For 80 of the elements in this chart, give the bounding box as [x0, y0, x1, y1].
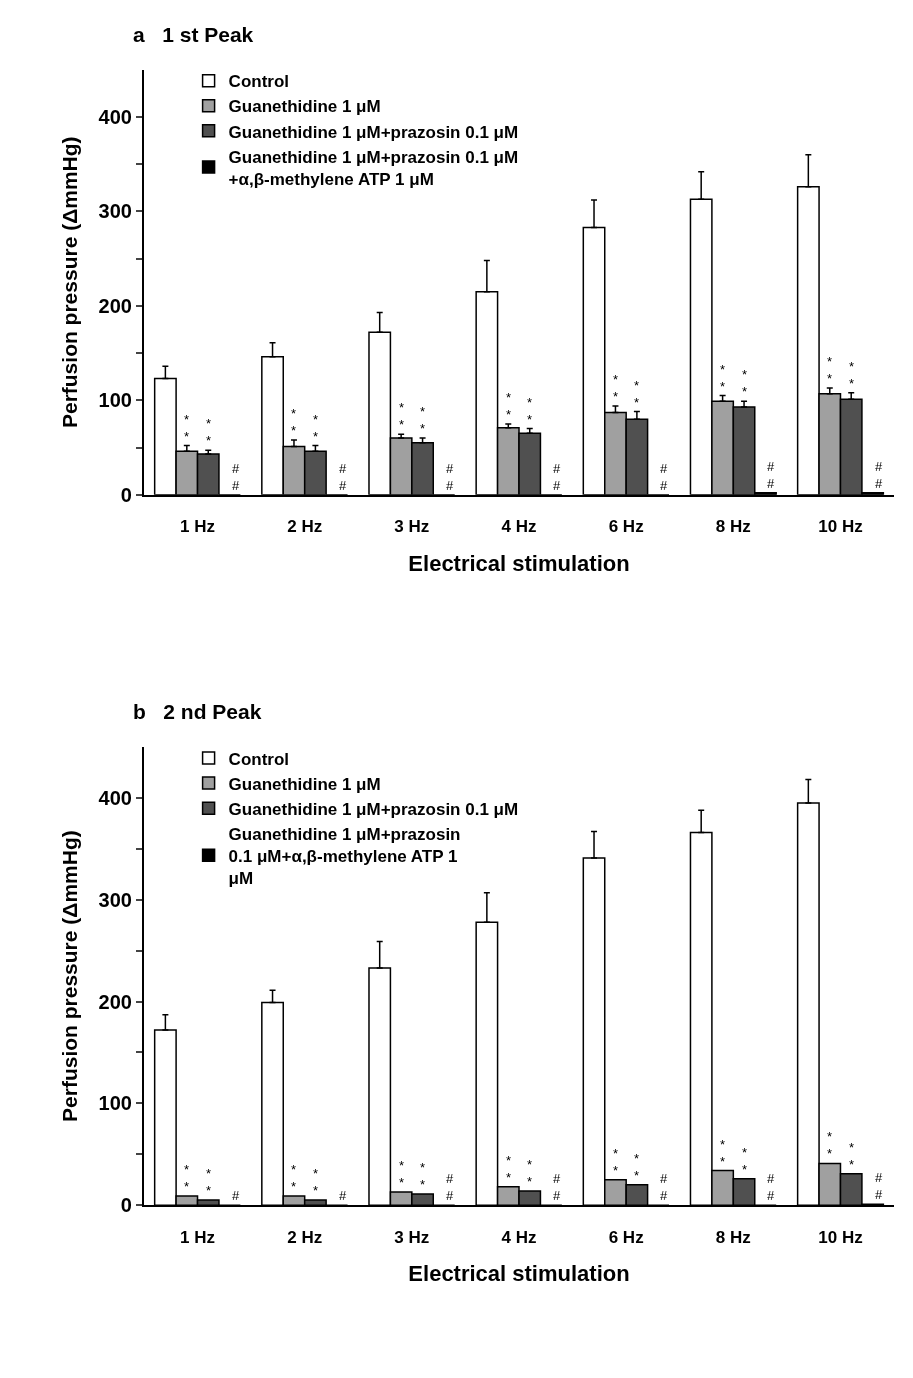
data-label: ** [291, 406, 297, 438]
data-label: ** [742, 367, 748, 399]
x-tick-label: 4 Hz [501, 1227, 537, 1247]
data-label: ## [553, 461, 561, 493]
data-label: ** [399, 400, 405, 432]
y-tick-label: 100 [98, 389, 132, 412]
y-axis-title: Perfusion pressure (ΔmmHg) [58, 830, 82, 1122]
data-label: ## [339, 461, 347, 493]
data-label: ## [875, 459, 883, 491]
data-label: ** [313, 1166, 319, 1198]
data-label: ## [767, 459, 775, 491]
x-tick-label: 8 Hz [715, 1227, 751, 1247]
x-axis-title: Electrical stimulation [408, 1261, 630, 1286]
y-axis-title: Perfusion pressure (ΔmmHg) [58, 136, 82, 429]
data-label: ** [506, 1153, 512, 1185]
data-label: ** [634, 378, 640, 410]
x-tick-label: 6 Hz [608, 517, 644, 537]
data-label: ## [446, 461, 454, 493]
x-tick-label: 6 Hz [608, 1227, 644, 1247]
y-tick-label: 300 [98, 888, 132, 911]
y-tick-label: 0 [120, 483, 132, 506]
data-label: ** [506, 390, 512, 422]
x-tick-label: 2 Hz [287, 1227, 323, 1247]
data-label: ** [613, 1146, 619, 1178]
data-label: ** [291, 1162, 297, 1194]
data-label: ** [849, 1140, 855, 1172]
x-axis-title: Electrical stimulation [408, 550, 630, 576]
data-label: ## [660, 461, 668, 493]
legend-label: Guanethidine 1 μM+prazosin 0.1 μM+α,β-methylene ATP 1 μM [228, 824, 461, 889]
data-label: ** [527, 395, 533, 427]
data-label: # # [767, 1171, 775, 1203]
legend-label: Guanethidine 1 μM+prazosin 0.1 μM +α,β-methylene ATP 1 μM [228, 147, 519, 189]
legend-label: Control [228, 72, 290, 92]
x-tick-label: 8 Hz [715, 517, 751, 537]
data-label: ** [827, 1129, 833, 1161]
data-label: ** [313, 412, 319, 444]
y-tick-label: 400 [98, 105, 132, 128]
data-label: ** [613, 372, 619, 404]
x-tick-label: 3 Hz [394, 1227, 430, 1247]
chart-title: a 1 st Peak [133, 23, 254, 46]
data-label: ** [399, 1158, 405, 1190]
x-tick-label: 4 Hz [501, 517, 537, 537]
y-tick-label: 400 [98, 786, 132, 809]
x-tick-label: 10 Hz [818, 517, 863, 537]
data-label: ** [184, 412, 190, 444]
legend-label: Control [228, 749, 290, 769]
chart-title: b 2 nd Peak [133, 700, 262, 723]
legend-label: Guanethidine 1 μM+prazosin 0.1 μM [228, 799, 519, 819]
data-label: ** [420, 1160, 426, 1192]
data-label: ** [849, 359, 855, 391]
y-tick-label: 100 [98, 1092, 132, 1115]
y-tick-label: 200 [98, 294, 132, 317]
data-label: # # [875, 1170, 883, 1202]
x-tick-label: 1 Hz [180, 1227, 216, 1247]
data-label: # [339, 1188, 347, 1203]
data-label: # # [553, 1171, 561, 1203]
data-label: ** [527, 1157, 533, 1189]
data-label: ** [742, 1145, 748, 1177]
legend-label: Guanethidine 1 μM [228, 97, 381, 117]
data-label: ** [720, 1137, 726, 1169]
data-label: # [232, 1188, 240, 1203]
data-label: ** [420, 404, 426, 436]
y-tick-label: 0 [120, 1194, 132, 1217]
x-tick-label: 2 Hz [287, 517, 323, 537]
data-label: # # [660, 1171, 668, 1203]
data-label: ** [720, 362, 726, 394]
legend-label: Guanethidine 1 μM+prazosin 0.1 μM [228, 122, 519, 142]
data-label: ** [184, 1162, 190, 1194]
data-label: ## [232, 461, 240, 493]
data-label: ** [827, 354, 833, 386]
y-tick-label: 300 [98, 200, 132, 223]
y-tick-label: 200 [98, 990, 132, 1013]
data-label: ** [206, 1166, 212, 1198]
data-label: # # [446, 1171, 454, 1203]
data-label: ** [206, 416, 212, 448]
x-tick-label: 3 Hz [394, 517, 430, 537]
data-label: ** [634, 1151, 640, 1183]
legend-label: Guanethidine 1 μM [228, 774, 381, 794]
x-tick-label: 1 Hz [180, 517, 216, 537]
x-tick-label: 10 Hz [818, 1227, 863, 1247]
